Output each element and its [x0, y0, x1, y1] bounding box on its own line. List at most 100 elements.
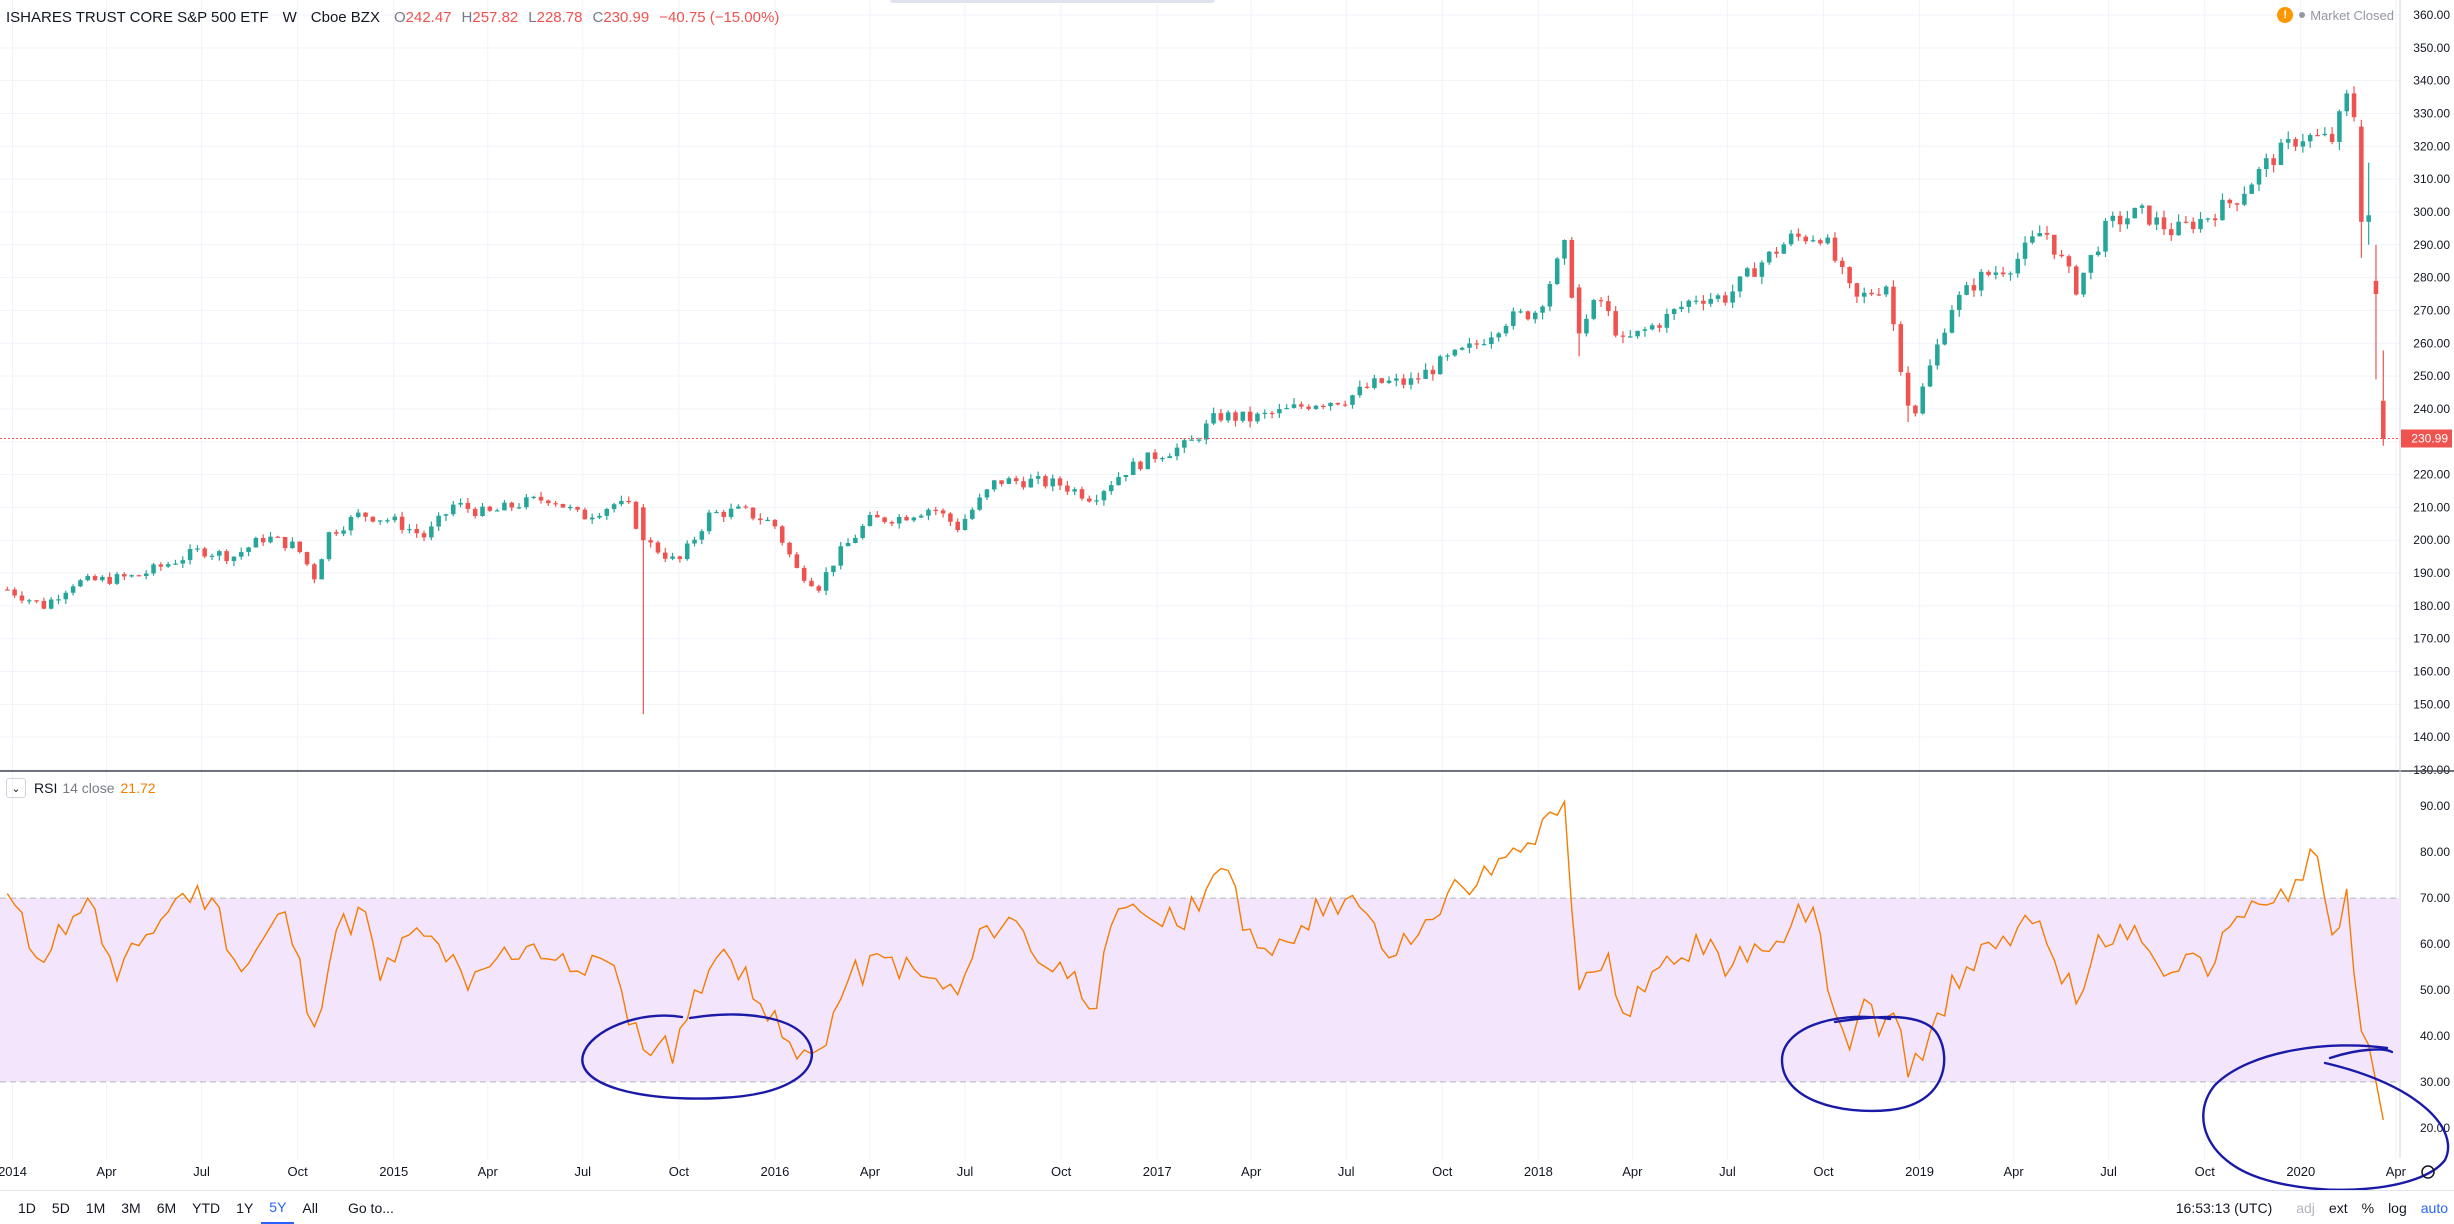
annotation-stroke[interactable] [2328, 1048, 2394, 1060]
clock-time[interactable]: 16:53:13 (UTC) [2175, 1199, 2273, 1216]
candle-body [1818, 240, 1823, 244]
candle-body [2081, 272, 2086, 295]
candle-body [1796, 233, 1801, 237]
candle-body [122, 574, 127, 577]
candle-body [772, 519, 778, 527]
candle-body [231, 556, 237, 562]
candle-body [1525, 311, 1531, 320]
candle-body [977, 497, 982, 510]
candle-body [2271, 158, 2276, 166]
annotation-circle[interactable] [1780, 1015, 1946, 1113]
candle-body [1452, 349, 1458, 356]
adj-toggle[interactable]: adj [2296, 1199, 2315, 1216]
range-button-6m[interactable]: 6M [156, 1199, 177, 1216]
candle-body [246, 547, 251, 553]
price-tick-label: 240.00 [2413, 402, 2450, 416]
candle-body [2359, 126, 2364, 222]
settings-gear-icon[interactable] [2421, 1165, 2435, 1179]
candle-body [1613, 311, 1618, 336]
range-button-1d[interactable]: 1D [18, 1199, 36, 1216]
percent-toggle[interactable]: % [2361, 1199, 2375, 1216]
candle-body [282, 536, 288, 549]
log-toggle[interactable]: log [2388, 1199, 2407, 1216]
top-toolbar-handle[interactable] [890, 0, 1215, 3]
candle-body [1006, 478, 1012, 484]
candle-body [706, 512, 712, 532]
candle-body [692, 539, 697, 544]
rsi-band [0, 898, 2400, 1082]
range-button-all[interactable]: All [302, 1199, 318, 1216]
candle-body [1123, 475, 1129, 478]
range-button-1m[interactable]: 1M [85, 1199, 106, 1216]
candle-body [801, 567, 807, 581]
rsi-name[interactable]: RSI [34, 780, 58, 796]
market-status-text: Market Closed [2310, 7, 2394, 23]
warning-icon[interactable]: ! [2277, 7, 2294, 23]
candle-body [209, 555, 215, 557]
candle-body [1445, 355, 1450, 357]
candle-body [1174, 447, 1180, 457]
candle-body [531, 496, 536, 498]
timeframe-label[interactable]: W [282, 8, 297, 26]
annotation-circle[interactable] [581, 1013, 813, 1100]
time-tick-label: 2015 [379, 1164, 408, 1179]
candle-body [1606, 301, 1611, 312]
range-button-3m[interactable]: 3M [121, 1199, 141, 1216]
ext-toggle[interactable]: ext [2328, 1199, 2348, 1216]
range-button-ytd[interactable]: YTD [192, 1199, 221, 1216]
candle-body [1240, 411, 1246, 421]
candle-body [472, 508, 478, 516]
candle-body [823, 572, 829, 591]
candle-body [1598, 300, 1604, 302]
candle-body [1218, 413, 1224, 421]
collapse-chevron-icon[interactable]: ⌄ [6, 778, 26, 798]
candle-body [70, 586, 76, 593]
candle-body [516, 507, 522, 509]
candle-body [1247, 411, 1253, 422]
rsi-line [6, 799, 2384, 1121]
price-tick-label: 150.00 [2413, 697, 2450, 711]
candle-body [34, 600, 39, 602]
time-tick-label: Apr [2003, 1164, 2024, 1179]
candle-body [1803, 236, 1809, 242]
price-tick-label: 310.00 [2413, 172, 2450, 186]
chart-svg[interactable]: 130.00 140.00 150.00 160.00 170.00 180.00 190.… [0, 0, 2454, 1192]
candle-body [582, 509, 588, 520]
candle-body [699, 531, 705, 540]
candle-body [2190, 221, 2196, 230]
candle-body [1642, 329, 1648, 331]
range-button-1y[interactable]: 1Y [236, 1199, 254, 1216]
candle-body [224, 551, 229, 562]
market-status[interactable]: ! Market Closed [2277, 7, 2394, 23]
range-button-5y[interactable]: 5Y [261, 1191, 295, 1224]
auto-toggle[interactable]: auto [2420, 1199, 2448, 1216]
candle-body [626, 500, 631, 503]
candle-body [619, 500, 624, 505]
candle-body [670, 556, 675, 559]
goto-button[interactable]: Go to... [347, 1199, 394, 1216]
candle-body [407, 529, 412, 531]
symbol-name[interactable]: ISHARES TRUST CORE S&P 500 ETF [6, 8, 269, 26]
candle-body [78, 580, 83, 587]
candle-body [187, 549, 193, 561]
range-button-5d[interactable]: 5D [51, 1199, 70, 1216]
candle-body [2125, 218, 2130, 225]
candle-body [999, 480, 1004, 484]
candle-body [12, 589, 17, 596]
candle-body [524, 497, 529, 508]
candle-body [1584, 318, 1589, 334]
candle-body [136, 575, 142, 577]
time-tick-label: 2014 [0, 1164, 27, 1179]
candle-body [684, 543, 690, 560]
candle-body [1913, 405, 1918, 414]
price-tick-label: 170.00 [2413, 632, 2450, 646]
candle-body [1489, 337, 1494, 345]
time-tick-label: 2017 [1143, 1164, 1172, 1179]
candle-body [1035, 476, 1041, 479]
candle-body [2103, 220, 2108, 252]
candle-body [2147, 205, 2152, 225]
candle-body [2059, 254, 2064, 257]
candle-body [1679, 306, 1684, 310]
annotation-circle[interactable] [2202, 1044, 2450, 1192]
